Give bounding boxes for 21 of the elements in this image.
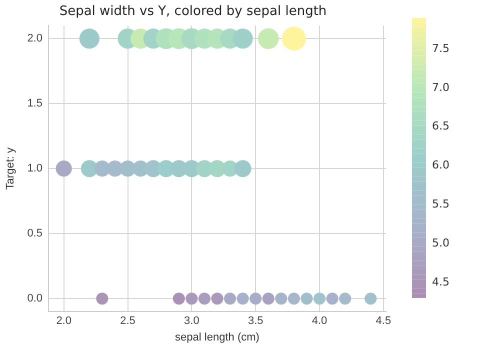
x-tick-label: 2.5: [120, 315, 136, 328]
y-tick-label: 1.5: [27, 98, 42, 110]
color-bar-label: 6.0: [432, 158, 450, 172]
x-tick-label: 4.0: [312, 315, 328, 328]
color-bar-label: 6.5: [432, 120, 450, 133]
x-tick-label: 2.0: [56, 315, 72, 328]
x-axis-title: sepal length (cm): [175, 331, 260, 344]
y-axis-title: Target: y: [4, 147, 17, 190]
color-bar-label: 5.5: [432, 198, 450, 211]
x-tick-label: 3.0: [184, 315, 200, 328]
y-tick-label: 1.0: [27, 162, 42, 175]
y-tick-label: 0.0: [27, 292, 42, 305]
x-tick-label: 4.5: [376, 315, 392, 328]
y-tick-label: 0.5: [27, 228, 42, 240]
x-tick-label: 3.5: [248, 315, 264, 328]
color-bar-label: 7.0: [432, 80, 450, 94]
color-bar-label: 7.5: [432, 42, 450, 55]
chart-title: Sepal width vs Y, colored by sepal length: [59, 4, 327, 20]
y-tick-label: 2.0: [27, 32, 42, 45]
color-bar-label: 5.0: [432, 236, 450, 250]
color-bar-label: 4.5: [432, 275, 450, 288]
